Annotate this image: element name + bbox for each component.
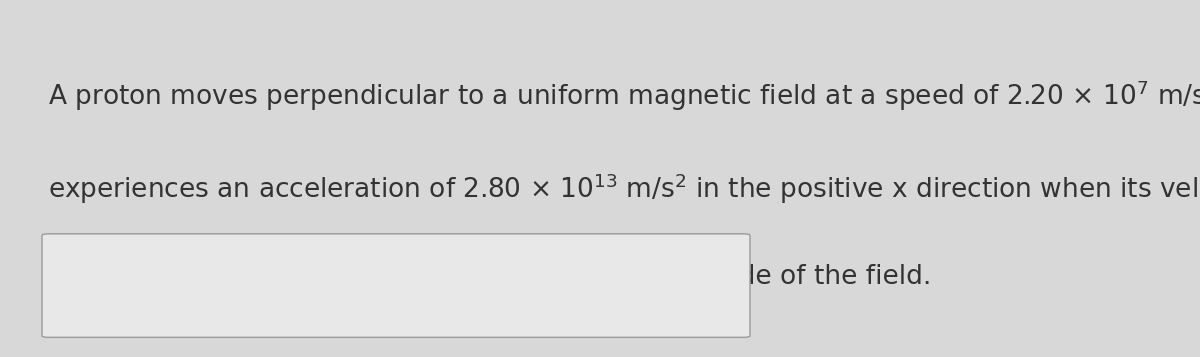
FancyBboxPatch shape: [42, 234, 750, 337]
Text: A proton moves perpendicular to a uniform magnetic field at a speed of 2.20 $\ma: A proton moves perpendicular to a unifor…: [48, 79, 1200, 113]
Text: is in the positive z direction. Determine the magnitude of the field.: is in the positive z direction. Determin…: [48, 264, 931, 290]
Text: experiences an acceleration of 2.80 $\mathregular{\times}$ 10$^{13}$ m/s$^{2}$ i: experiences an acceleration of 2.80 $\ma…: [48, 171, 1200, 206]
